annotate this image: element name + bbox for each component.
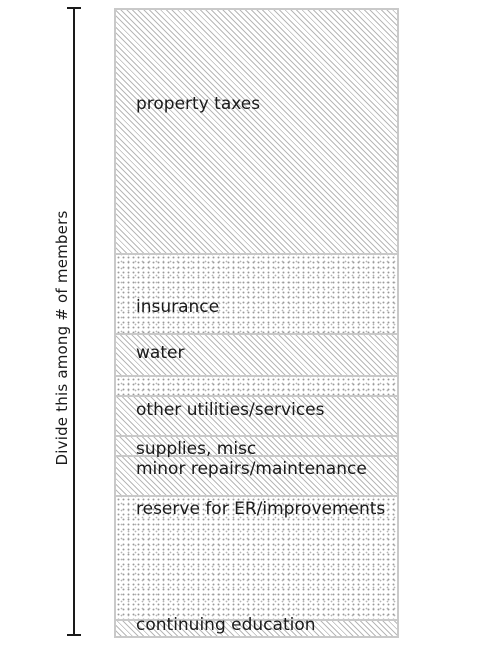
bracket-cap-top [67,7,81,9]
segment-label-supplies: supplies, misc [136,439,257,459]
segment-label-reserve: reserve for ER/improvements [136,499,386,519]
segment-minor-repairs: minor repairs/maintenance [116,457,397,497]
segment-label-insurance: insurance [136,297,220,317]
segment-other-utilities: other utilities/services [116,397,397,437]
segment-reserve: reserve for ER/improvements [116,497,397,621]
bracket-line [73,8,75,636]
side-label: Divide this among # of members [53,210,71,466]
segment-label-other-utilities: other utilities/services [136,400,325,420]
segment-insurance: insurance [116,255,397,335]
segment-supplies: supplies, misc [116,437,397,459]
segment-property-taxes: property taxes [116,10,397,255]
stacked-column: property taxes insurance water other uti… [114,8,399,638]
bracket-cap-bottom [67,634,81,636]
segment-label-minor-repairs: minor repairs/maintenance [136,459,367,479]
segment-water: water [116,335,397,377]
segment-continuing-education: continuing education [116,615,397,636]
segment-unlabeled [116,377,397,397]
segment-label-water: water [136,343,185,363]
segment-label-continuing-education: continuing education [136,615,316,635]
segment-label-property-taxes: property taxes [136,94,261,114]
